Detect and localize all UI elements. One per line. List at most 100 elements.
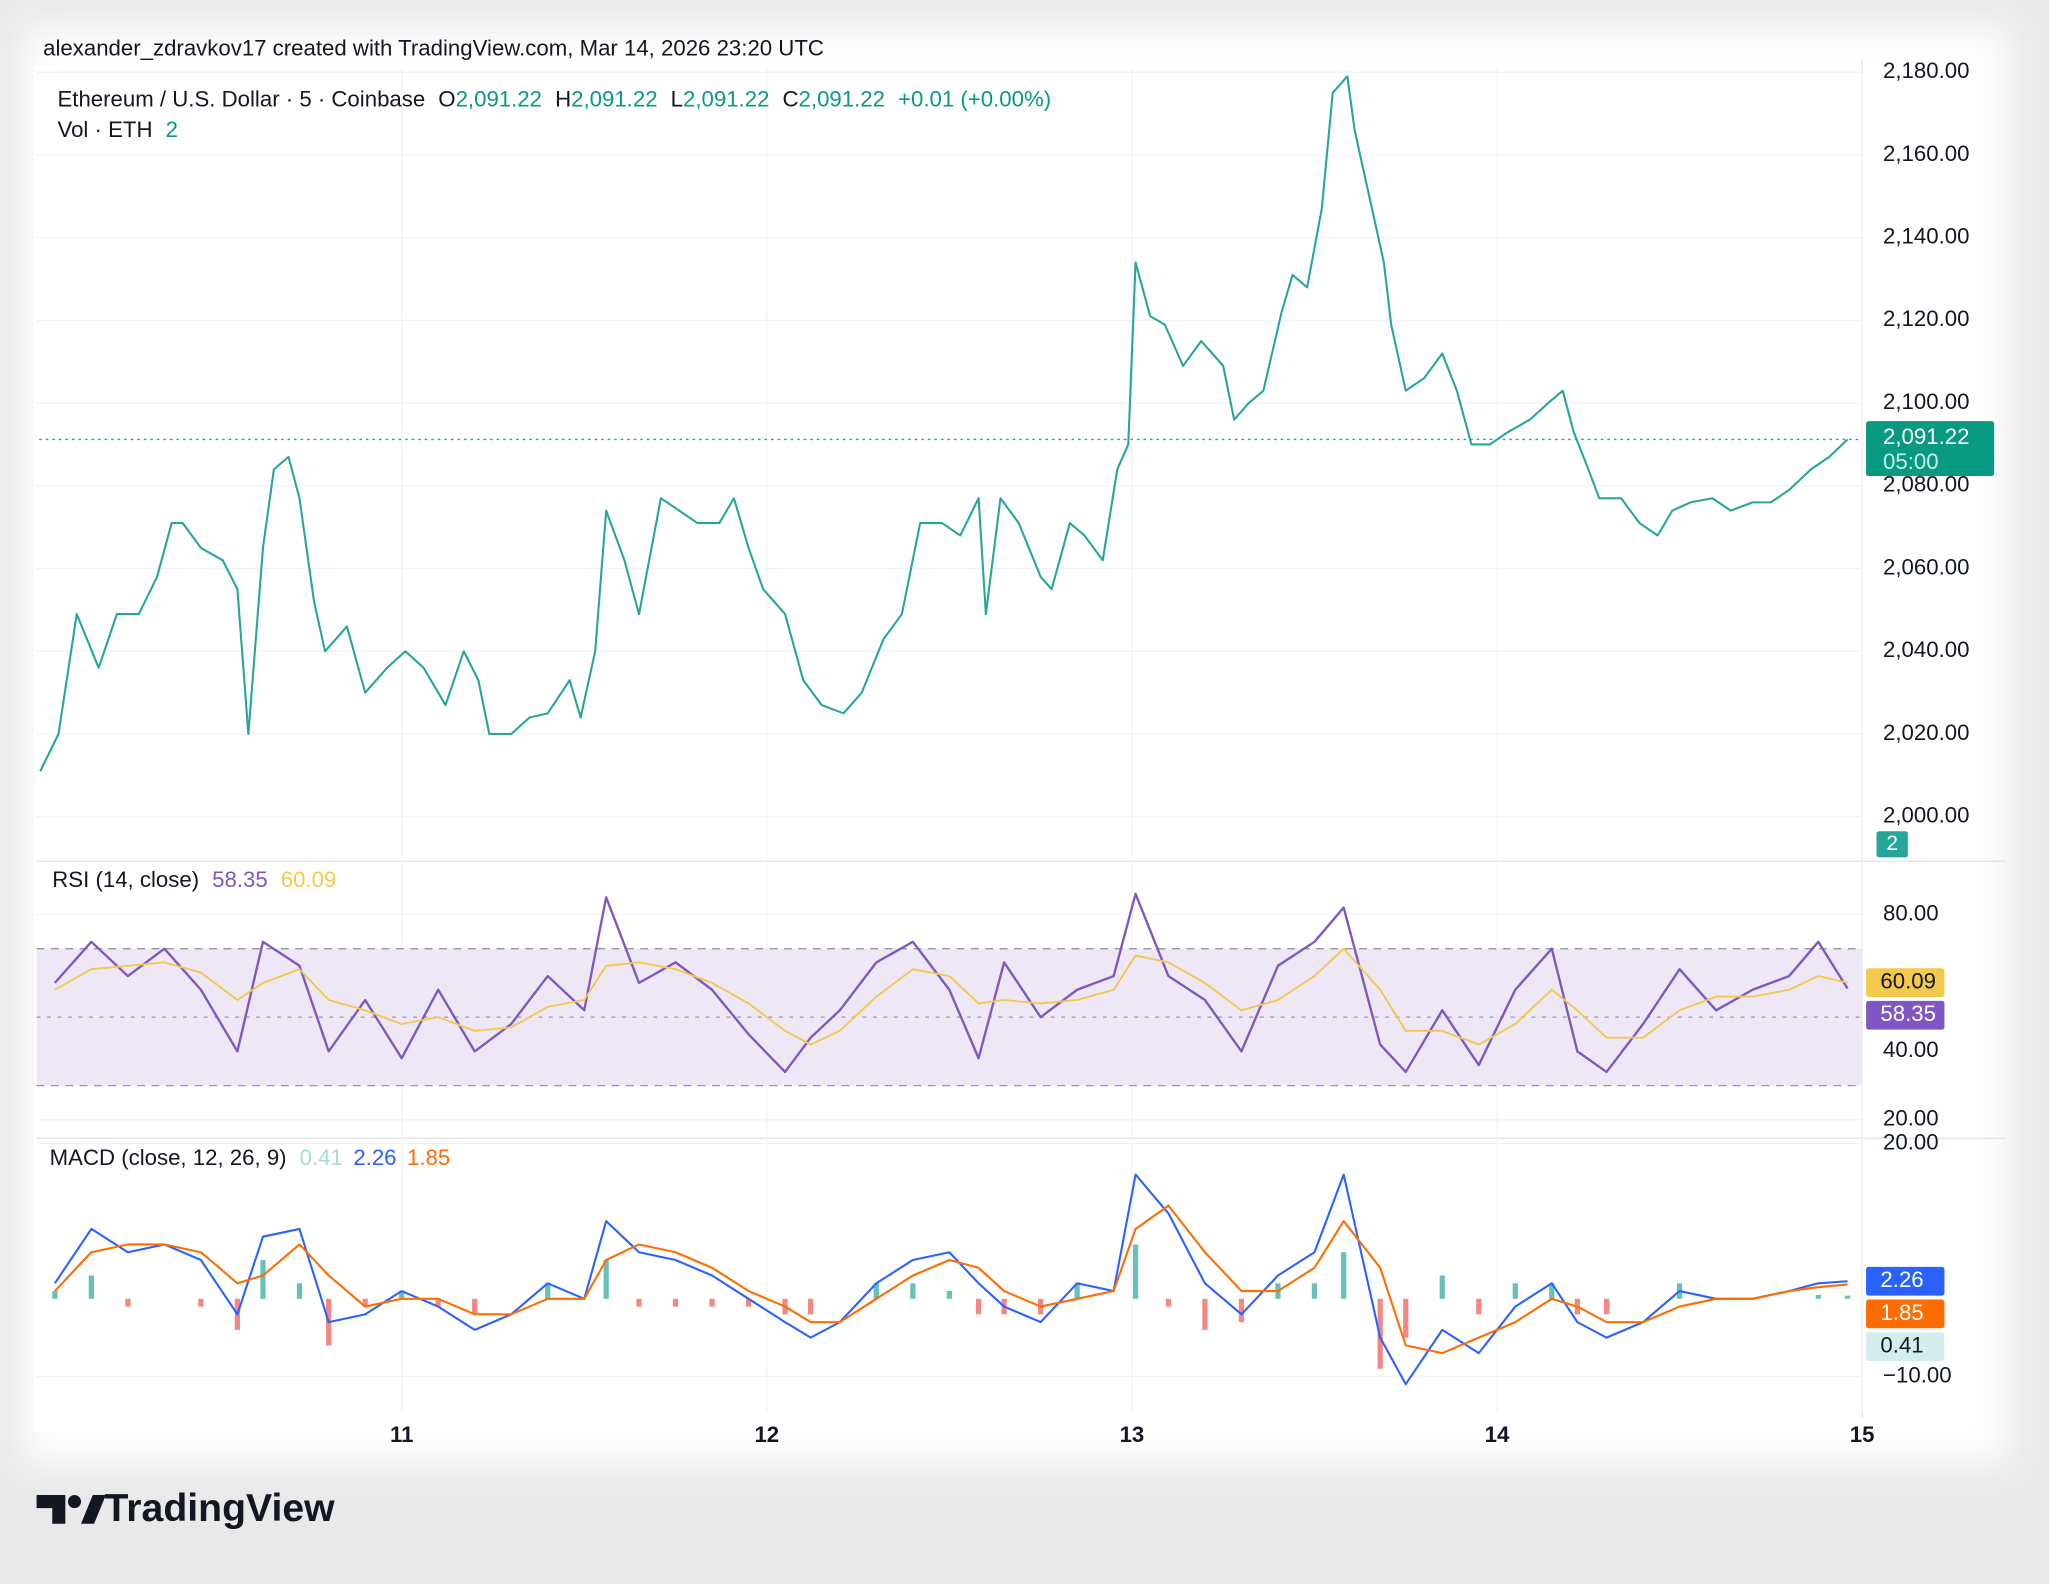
- volume-legend-value: 2: [166, 117, 178, 142]
- value-tag-label: 0.41: [1880, 1332, 1923, 1357]
- indicator-line: [54, 1204, 1848, 1355]
- legend-title: Ethereum / U.S. Dollar · 5 · Coinbase: [57, 87, 425, 112]
- legend: RSI (14, close) 58.35 60.09: [52, 867, 336, 892]
- value-tag-label: 1.85: [1880, 1300, 1923, 1325]
- y-tick-label: 2,180.00: [1883, 58, 1969, 83]
- histogram-bar: [125, 1298, 131, 1307]
- brand-name: TradingView: [105, 1487, 336, 1530]
- logo-mark: [36, 1495, 66, 1524]
- volume-tag-label: 2: [1886, 832, 1898, 855]
- attribution: alexander_zdravkov17 created with Tradin…: [43, 36, 824, 61]
- y-tick-label: 2,040.00: [1883, 637, 1969, 662]
- legend-value: 2.26: [353, 1145, 396, 1170]
- histogram-bar: [545, 1283, 551, 1299]
- value-tag: [1866, 1000, 1945, 1030]
- charts: 2,000.002,020.002,040.002,060.002,080.00…: [36, 58, 2006, 1447]
- price-tag-value: 2,091.22: [1883, 424, 1969, 449]
- legend-value: 60.09: [281, 867, 337, 892]
- y-tick-label: 20.00: [1883, 1129, 1939, 1154]
- x-tick-label: 15: [1850, 1422, 1875, 1447]
- legend-key: C: [783, 87, 799, 112]
- y-tick-label: 20.00: [1883, 1106, 1939, 1131]
- indicator-line: [54, 947, 1848, 1046]
- value-tag-label: 58.35: [1880, 1001, 1936, 1026]
- y-tick-label: 2,160.00: [1883, 141, 1969, 166]
- histogram-bar: [260, 1259, 266, 1299]
- histogram-bar: [709, 1298, 715, 1307]
- legend-key: H: [555, 87, 571, 112]
- value-tag: [1866, 1332, 1945, 1361]
- logo-slash: [81, 1495, 106, 1524]
- legend: Ethereum / U.S. Dollar · 5 · Coinbase O2,…: [57, 87, 1051, 112]
- histogram-bar: [1439, 1275, 1445, 1299]
- legend-value: 2,091.22: [683, 87, 769, 112]
- y-tick-label: 80.00: [1883, 900, 1939, 925]
- legend-value: 1.85: [407, 1145, 450, 1170]
- histogram-bar: [946, 1291, 952, 1299]
- legend-title: RSI (14, close): [52, 867, 199, 892]
- value-tag: [1866, 1299, 1945, 1329]
- y-tick-label: 2,060.00: [1883, 554, 1969, 579]
- x-tick-label: 13: [1120, 1422, 1145, 1447]
- volume-legend-label: Vol · ETH: [57, 117, 152, 142]
- volume-legend: Vol · ETH 2: [57, 117, 177, 142]
- histogram-bar: [198, 1298, 204, 1307]
- y-tick-label: −10.00: [1883, 1362, 1952, 1387]
- legend-value: 0.41: [300, 1145, 343, 1170]
- value-tag-label: 60.09: [1880, 968, 1936, 993]
- histogram-bar: [399, 1291, 405, 1299]
- histogram-bar: [808, 1298, 814, 1315]
- legend-value: 2,091.22: [456, 87, 542, 112]
- legend-key: L: [671, 87, 683, 112]
- histogram-bar: [1311, 1283, 1318, 1299]
- legend-value: 58.35: [212, 867, 268, 892]
- legend-key: O: [438, 87, 455, 112]
- legend-change: +0.01 (+0.00%): [898, 87, 1051, 112]
- histogram-bar: [1603, 1298, 1610, 1315]
- volume-tag: [1876, 831, 1908, 858]
- legend: MACD (close, 12, 26, 9) 0.41 2.26 1.85: [50, 1145, 451, 1170]
- value-tag: [1866, 1266, 1945, 1296]
- histogram-bar: [52, 1291, 58, 1299]
- brand-logo: TradingView: [36, 1487, 336, 1530]
- histogram-bar: [1132, 1244, 1139, 1299]
- y-tick-label: 2,120.00: [1883, 306, 1969, 331]
- x-tick-label: 12: [754, 1422, 779, 1447]
- histogram-bar: [1165, 1298, 1172, 1307]
- histogram-bar: [910, 1283, 916, 1299]
- histogram-bar: [435, 1298, 441, 1307]
- y-tick-label: 2,000.00: [1883, 803, 1969, 828]
- legend-value: 2,091.22: [571, 87, 657, 112]
- histogram-bar: [88, 1275, 94, 1299]
- indicator-line: [53, 1173, 1848, 1386]
- histogram-bar: [603, 1259, 609, 1299]
- y-tick-label: 2,020.00: [1883, 720, 1969, 745]
- histogram-bar: [1844, 1295, 1851, 1299]
- price-line: [39, 75, 1849, 772]
- price-tag-countdown: 05:00: [1883, 449, 1939, 474]
- histogram-bar: [745, 1298, 752, 1307]
- value-tag: [1866, 968, 1945, 997]
- logo-dot: [67, 1495, 82, 1509]
- histogram-bar: [1476, 1298, 1482, 1315]
- histogram-bar: [362, 1298, 368, 1307]
- histogram-bar: [1549, 1283, 1555, 1299]
- histogram-bar: [1815, 1294, 1821, 1299]
- y-tick-label: 2,140.00: [1883, 224, 1969, 249]
- histogram-bar: [1074, 1283, 1080, 1299]
- price-tag: [1866, 421, 1995, 477]
- value-tag-label: 2.26: [1880, 1267, 1923, 1292]
- histogram-bar: [1403, 1298, 1409, 1338]
- x-tick-label: 11: [390, 1422, 413, 1447]
- legend-title: MACD (close, 12, 26, 9): [50, 1145, 287, 1170]
- histogram-bar: [975, 1298, 982, 1315]
- histogram-bar: [1202, 1298, 1208, 1330]
- histogram-bar: [1238, 1298, 1245, 1323]
- plot-background: [33, 65, 1864, 1432]
- histogram-bar: [636, 1298, 642, 1307]
- y-tick-label: 2,100.00: [1883, 389, 1969, 414]
- y-tick-label: 40.00: [1883, 1037, 1939, 1062]
- histogram-bar: [1341, 1252, 1347, 1299]
